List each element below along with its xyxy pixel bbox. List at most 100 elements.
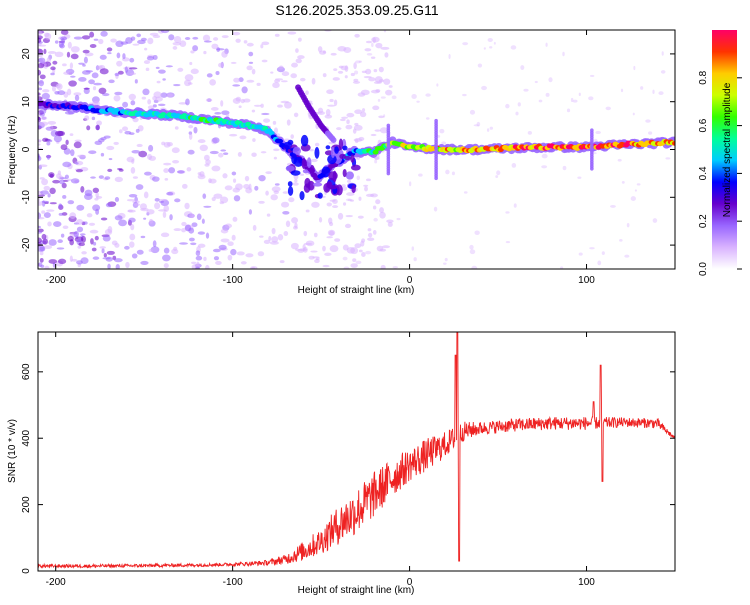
spectrogram-noise-blob — [143, 217, 147, 220]
spectrogram-noise-blob — [177, 170, 185, 174]
spectrogram-noise-blob — [332, 77, 340, 81]
spectrogram-noise-blob — [189, 213, 195, 219]
spectrogram-noise-blob — [134, 79, 138, 84]
spectrogram-noise-blob — [297, 55, 305, 60]
spectrogram-noise-blob — [597, 260, 602, 266]
spectrogram-noise-blob — [181, 221, 187, 227]
spectrogram-noise-blob — [186, 167, 192, 172]
spectrogram-noise-blob — [114, 215, 123, 221]
spectrogram-noise-blob — [621, 181, 625, 184]
spectrogram-noise-blob — [93, 82, 102, 86]
spectrogram-noise-blob — [73, 36, 83, 40]
spectrogram-noise-blob — [46, 154, 51, 160]
spectrogram-noise-blob — [311, 201, 320, 208]
spectrogram-noise-blob — [118, 219, 127, 227]
spectrogram-noise-blob — [266, 213, 271, 217]
spectrogram-noise-blob — [322, 264, 330, 268]
spectrogram-noise-blob — [192, 45, 199, 52]
spectrogram-noise-blob — [163, 247, 170, 254]
spectrogram-noise-blob — [277, 234, 284, 241]
spectrogram-noise-blob — [239, 135, 247, 140]
spectrogram-noise-blob — [73, 92, 82, 96]
spectrogram-noise-blob — [98, 175, 104, 179]
spectrogram-noise-blob — [69, 255, 73, 262]
spectrogram-noise-blob — [89, 229, 99, 234]
spectrogram-noise-blob — [173, 36, 182, 44]
spectrogram-noise-blob — [60, 30, 69, 35]
spectrogram-noise-blob — [313, 232, 318, 238]
spectrogram-noise-blob — [364, 186, 368, 192]
spectrogram-noise-blob — [57, 258, 67, 265]
spectrogram-noise-blob — [184, 37, 191, 40]
spectrogram-noise-blob — [215, 71, 220, 76]
spectrogram-noise-blob — [285, 220, 291, 228]
spectrogram-noise-blob — [370, 193, 378, 198]
spectrogram-noise-blob — [244, 175, 250, 182]
spectrogram-noise-blob — [173, 83, 181, 87]
spectrogram-noise-blob — [271, 186, 281, 193]
spectrogram-noise-blob — [67, 88, 72, 96]
spectrogram-noise-blob — [476, 121, 481, 127]
spectrogram-noise-blob — [46, 209, 55, 212]
spectrogram-noise-blob — [92, 241, 97, 246]
spectrogram-noise-blob — [221, 35, 229, 39]
spectrogram-noise-blob — [182, 183, 188, 189]
spectrogram-noise-blob — [171, 147, 180, 154]
spectrogram-noise-blob — [94, 197, 99, 201]
spectrogram-noise-blob — [548, 77, 553, 83]
spectrogram-noise-blob — [515, 111, 519, 116]
spectrogram-noise-blob — [292, 182, 299, 186]
spectrogram-noise-blob — [168, 34, 175, 41]
spectrogram-noise-blob — [373, 68, 378, 73]
spectrogram-turbulence-blob — [342, 145, 348, 151]
spectrogram-noise-blob — [94, 100, 100, 107]
spectrogram-turbulence-blob — [299, 191, 305, 201]
spectrogram-turbulence-blob — [283, 141, 293, 150]
spectrogram-noise-blob — [367, 228, 372, 232]
spectrogram-noise-blob — [308, 255, 315, 260]
spectrogram-noise-blob — [365, 250, 372, 255]
spectrogram-noise-blob — [344, 223, 351, 229]
spectrogram-noise-blob — [52, 60, 58, 65]
spectrogram-noise-blob — [363, 184, 369, 187]
spectrogram-noise-blob — [203, 205, 212, 208]
spectrogram-noise-blob — [282, 191, 289, 194]
spectrogram-noise-blob — [47, 139, 53, 143]
spectrogram-noise-blob — [252, 224, 257, 231]
spectrogram-noise-blob — [122, 101, 129, 108]
spectrogram-noise-blob — [114, 91, 123, 96]
spectrogram-noise-blob — [370, 89, 380, 94]
spectrogram-noise-blob — [215, 260, 222, 265]
spectrogram-noise-blob — [91, 72, 99, 79]
spectrogram-noise-blob — [106, 145, 115, 151]
spectrogram-noise-blob — [190, 242, 197, 246]
spectrogram-noise-blob — [326, 89, 334, 95]
spectrogram-noise-blob — [197, 139, 206, 144]
spectrogram-noise-blob — [297, 248, 305, 253]
spectrogram-noise-blob — [143, 191, 149, 199]
spectrogram-noise-blob — [617, 158, 622, 162]
spectrogram-noise-blob — [220, 149, 227, 152]
spectrogram-noise-blob — [179, 242, 188, 245]
spectrogram-noise-blob — [578, 92, 581, 97]
spectrogram-noise-blob — [358, 196, 362, 201]
chart-title: S126.2025.353.09.25.G11 — [275, 2, 438, 18]
spectrogram-noise-blob — [636, 183, 641, 186]
spectrogram-noise-blob — [361, 108, 366, 113]
spectrogram-noise-blob — [371, 42, 374, 48]
spectrogram-noise-blob — [43, 48, 47, 55]
spectrogram-noise-blob — [274, 33, 280, 37]
spectrogram-noise-blob — [377, 98, 381, 102]
spectrogram-noise-blob — [520, 65, 525, 70]
spectrogram-turbulence-blob — [300, 134, 309, 147]
spectrogram-noise-blob — [105, 202, 112, 208]
spectrogram-noise-blob — [487, 37, 493, 42]
snr-panel: -200 -100 0 100 0 200 400 600 Height of straigh… — [7, 331, 676, 596]
spectrogram-noise-blob — [191, 261, 197, 265]
spectrogram-noise-blob — [62, 194, 67, 199]
spectrogram-noise-blob — [153, 91, 162, 99]
spectrogram-noise-blob — [78, 242, 85, 247]
spectrogram-noise-blob — [246, 79, 255, 83]
spectrogram-noise-blob — [202, 34, 211, 42]
spectrogram-noise-blob — [84, 52, 94, 57]
